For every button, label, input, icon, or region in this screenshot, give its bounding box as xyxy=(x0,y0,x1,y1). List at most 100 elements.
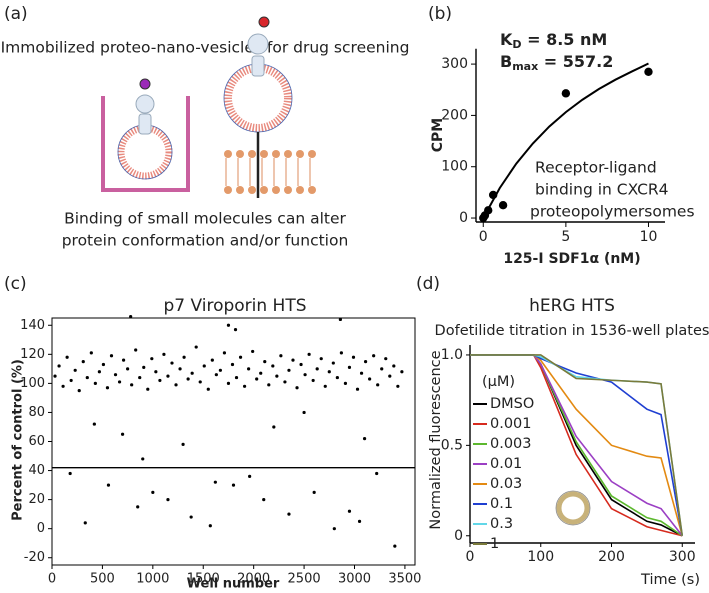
data-point xyxy=(218,368,222,372)
data-point xyxy=(484,206,493,215)
x-tick-label: 3500 xyxy=(388,572,421,587)
data-point xyxy=(561,89,571,98)
data-point xyxy=(69,378,73,383)
data-point xyxy=(311,378,315,383)
data-point xyxy=(73,368,77,372)
x-tick-label: 100 xyxy=(527,549,554,565)
data-point xyxy=(57,364,61,368)
data-point xyxy=(134,348,138,352)
panel-label: (d) xyxy=(416,274,440,294)
data-point xyxy=(339,351,343,355)
data-point xyxy=(53,374,57,378)
annotation-text: max xyxy=(512,60,538,73)
chart-title: p7 Viroporin HTS xyxy=(163,296,306,316)
x-axis-label: Well number xyxy=(187,577,280,592)
data-point xyxy=(272,425,276,429)
data-point xyxy=(166,498,170,502)
data-point xyxy=(332,527,336,531)
x-tick-label: 1500 xyxy=(187,572,220,587)
data-point xyxy=(181,442,185,447)
data-point xyxy=(488,190,498,200)
data-point xyxy=(126,367,130,371)
data-point xyxy=(106,483,111,487)
data-point xyxy=(331,361,335,365)
data-point xyxy=(130,383,134,387)
data-point xyxy=(234,375,239,380)
legend-label: 0.3 xyxy=(490,516,513,532)
data-point xyxy=(362,436,367,441)
data-point xyxy=(392,364,396,368)
diagram-caption: protein conformation and/or function xyxy=(62,232,349,250)
data-point xyxy=(327,370,331,374)
annotation: Receptor-ligand xyxy=(535,159,657,177)
data-point xyxy=(319,357,323,361)
y-tick-label: 40 xyxy=(28,463,45,478)
legend-title: (μM) xyxy=(482,374,515,390)
data-point xyxy=(283,380,287,384)
y-axis-label: CPM xyxy=(430,118,446,152)
data-point xyxy=(226,323,231,327)
data-point xyxy=(359,371,364,375)
data-point xyxy=(81,359,85,364)
data-point xyxy=(61,384,65,388)
data-point xyxy=(238,355,243,359)
annotation-text: B xyxy=(500,52,512,71)
data-point xyxy=(120,432,125,436)
data-point xyxy=(302,410,306,415)
data-point xyxy=(242,384,247,388)
data-point xyxy=(400,370,404,374)
data-point xyxy=(396,384,400,388)
data-point xyxy=(109,354,114,358)
data-point xyxy=(138,375,142,380)
data-point xyxy=(393,544,397,548)
data-point xyxy=(166,374,170,378)
diagram-caption: Binding of small molecules can alter xyxy=(64,210,346,228)
data-point xyxy=(214,373,218,377)
annotation: Bmax = 557.2 xyxy=(500,52,613,74)
data-point xyxy=(255,377,259,381)
data-point xyxy=(388,374,392,378)
data-point xyxy=(97,370,101,374)
legend-label: 0.03 xyxy=(490,476,522,492)
data-point xyxy=(323,384,327,388)
data-point xyxy=(363,359,368,364)
data-point xyxy=(351,355,356,359)
data-point xyxy=(357,519,362,524)
data-point xyxy=(208,524,212,528)
annotation-text: = 557.2 xyxy=(538,52,613,71)
y-tick-label: 140 xyxy=(20,318,45,333)
data-point xyxy=(375,471,379,476)
data-point xyxy=(105,386,110,390)
data-point xyxy=(275,374,279,378)
data-point xyxy=(85,375,89,380)
data-point xyxy=(151,490,155,494)
data-point xyxy=(644,67,653,76)
legend-label: 1 xyxy=(490,536,499,552)
y-axis-label: Percent of control (%) xyxy=(11,359,26,521)
data-point xyxy=(287,368,291,372)
data-point xyxy=(190,371,194,375)
data-point xyxy=(158,378,162,383)
data-point xyxy=(117,380,122,384)
data-point xyxy=(295,386,299,390)
data-point xyxy=(174,383,178,387)
data-point xyxy=(194,345,198,349)
y-tick-label: 1.0 xyxy=(441,347,463,363)
chart-subtitle: Dofetilide titration in 1536-well plates xyxy=(435,323,709,339)
y-tick-label: 100 xyxy=(20,376,45,391)
legend-label: 0.01 xyxy=(490,456,522,472)
data-point xyxy=(93,381,97,385)
data-point xyxy=(213,480,217,484)
data-point xyxy=(384,357,388,361)
x-tick-label: 10 xyxy=(640,229,658,245)
data-point xyxy=(259,371,263,375)
data-point xyxy=(83,521,87,525)
chart-title: hERG HTS xyxy=(529,296,615,316)
x-tick-label: 0 xyxy=(479,229,488,245)
x-tick-label: 300 xyxy=(669,549,696,565)
data-point xyxy=(222,351,227,355)
data-line xyxy=(470,354,684,536)
annotation: KD = 8.5 nM xyxy=(500,30,607,52)
data-point xyxy=(251,349,255,354)
data-point xyxy=(287,512,291,516)
